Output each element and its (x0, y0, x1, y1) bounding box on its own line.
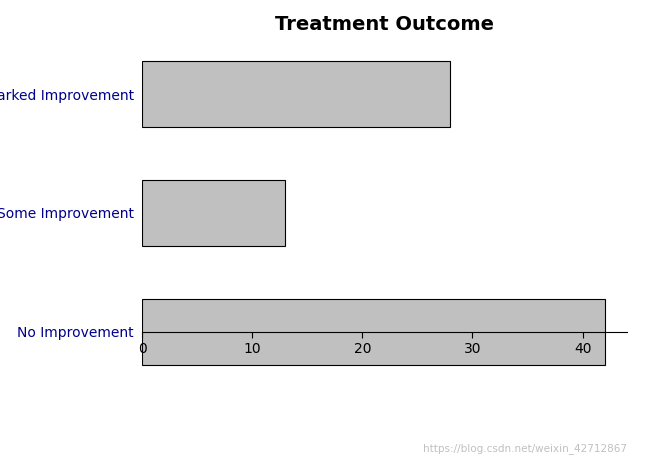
Bar (142, 62, 450, 127)
Bar (142, 299, 605, 364)
Title: Treatment Outcome: Treatment Outcome (275, 15, 494, 34)
Text: https://blog.csdn.net/weixin_42712867: https://blog.csdn.net/weixin_42712867 (422, 443, 627, 454)
Bar (142, 180, 286, 246)
